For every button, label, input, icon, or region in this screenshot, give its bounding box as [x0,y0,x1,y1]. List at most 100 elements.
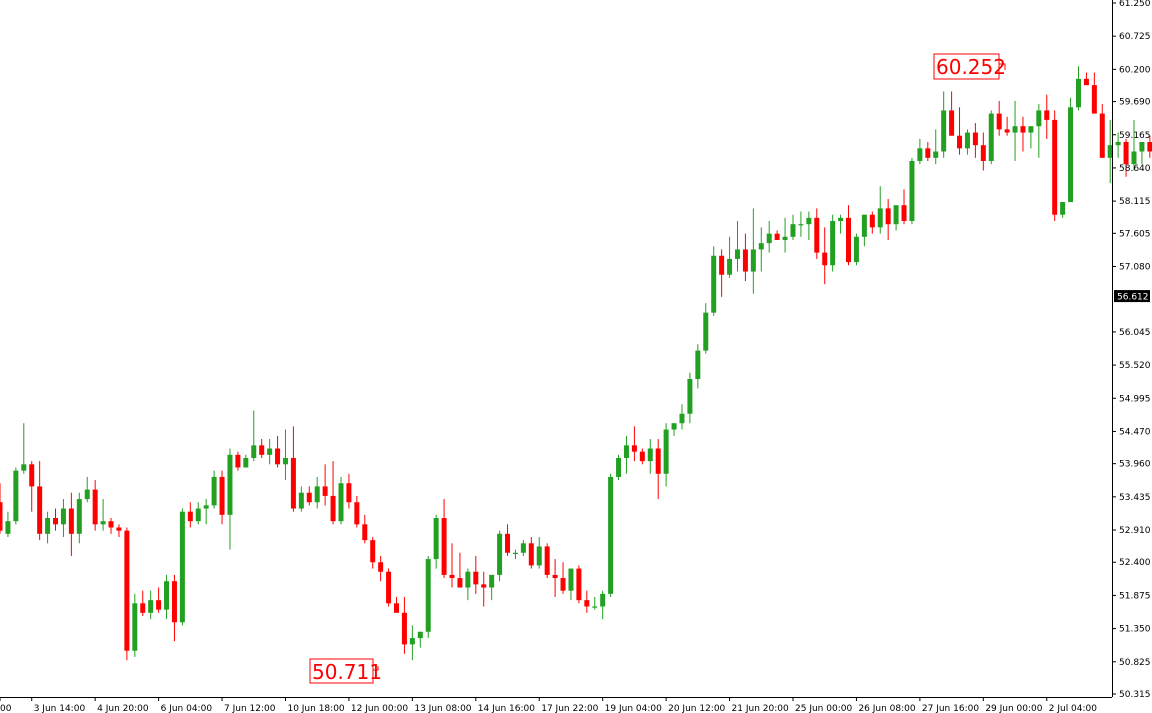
candle [441,499,447,579]
candle [211,470,217,509]
candle [100,499,106,531]
candle [957,107,963,155]
candle [195,502,201,525]
candle [401,597,407,654]
candle-body [156,600,162,610]
candle-body [140,603,146,613]
candle [1091,72,1097,114]
candle [750,208,756,294]
candle [687,372,693,424]
price-tick-label: 51.350 [1119,625,1151,635]
candle [766,221,772,253]
candle [631,426,637,462]
candle-body [449,574,455,579]
candle [243,454,249,468]
price-tick-label: 57.605 [1119,229,1151,239]
candle [465,568,471,601]
candle-body [425,559,431,632]
candle [251,410,257,462]
candle [29,461,35,512]
candle [1099,104,1105,158]
candle-body [29,464,35,487]
candle-body [925,148,931,158]
candle [45,511,51,544]
price-tick-label: 58.115 [1119,197,1151,207]
candle [203,499,209,525]
candle [703,303,709,354]
candle [314,476,320,509]
candle-body [742,249,748,272]
candle [1068,97,1074,203]
time-tick-label: 29 Jun 00:00 [985,704,1042,713]
candle-body [1099,113,1105,158]
candle [790,214,796,240]
candle [798,211,804,237]
candle [1004,116,1010,136]
candle-body [520,543,526,553]
candle-body [1060,202,1066,215]
candle [893,205,899,231]
price-tick-label: 60.725 [1119,32,1151,42]
candle [1012,100,1018,161]
candle [219,470,225,525]
candle-body [806,217,812,225]
candle [171,574,177,642]
candle [560,562,566,594]
time-tick-label: 00 [0,704,12,713]
candle [394,597,399,613]
time-tick-label: 27 Jun 16:00 [922,704,979,713]
candle-body [1012,126,1018,133]
time-axis: 00 3 Jun 14:00 4 Jun 20:00 6 Jun 04:00 7 Jun… [0,697,1097,713]
candle [933,129,939,165]
candle [885,198,891,240]
candle-body [568,568,574,591]
candle [964,129,970,155]
candle-body [203,505,209,509]
candle [457,552,463,588]
candle [132,593,138,658]
candle [362,514,368,544]
candle [838,214,844,234]
candle-body [838,217,844,222]
candle-body [346,483,352,503]
candle-body [1068,107,1074,203]
candle-body [409,638,415,645]
candle-body [338,483,344,522]
price-tick-label: 60.200 [1119,65,1151,75]
current-price-label: 56.612 [1117,293,1149,303]
candle [370,536,376,569]
time-tick-label: 17 Jun 22:00 [541,704,598,713]
time-tick-label: 14 Jun 16:00 [478,704,535,713]
candle [68,492,74,556]
candle [21,423,27,474]
candle [909,157,915,225]
candle [1147,135,1152,158]
max-price-label: 60.252 [936,55,1006,79]
candle [742,233,748,282]
candle-body [957,135,963,149]
price-tick-label: 50.315 [1119,690,1151,700]
candle-body [211,476,217,506]
candle-body [592,606,598,608]
candle [116,524,122,537]
candle-body [433,518,439,560]
candle [164,574,170,620]
candle-body [544,546,550,575]
candle-body [282,457,288,465]
candle [409,625,415,661]
candle-body [766,233,772,244]
candle-body [687,378,693,414]
candle-body [1036,110,1042,127]
candle-body [853,236,859,263]
candle [655,439,661,500]
candle-body [933,151,939,158]
candle-body [164,581,170,610]
price-tick-label: 54.995 [1119,394,1151,404]
candle-body [195,508,201,522]
candle-body [401,612,407,645]
candle-body [378,562,384,572]
candle [1131,119,1137,171]
candle-body [790,224,796,237]
candle-body [663,429,669,474]
candle [869,211,875,234]
